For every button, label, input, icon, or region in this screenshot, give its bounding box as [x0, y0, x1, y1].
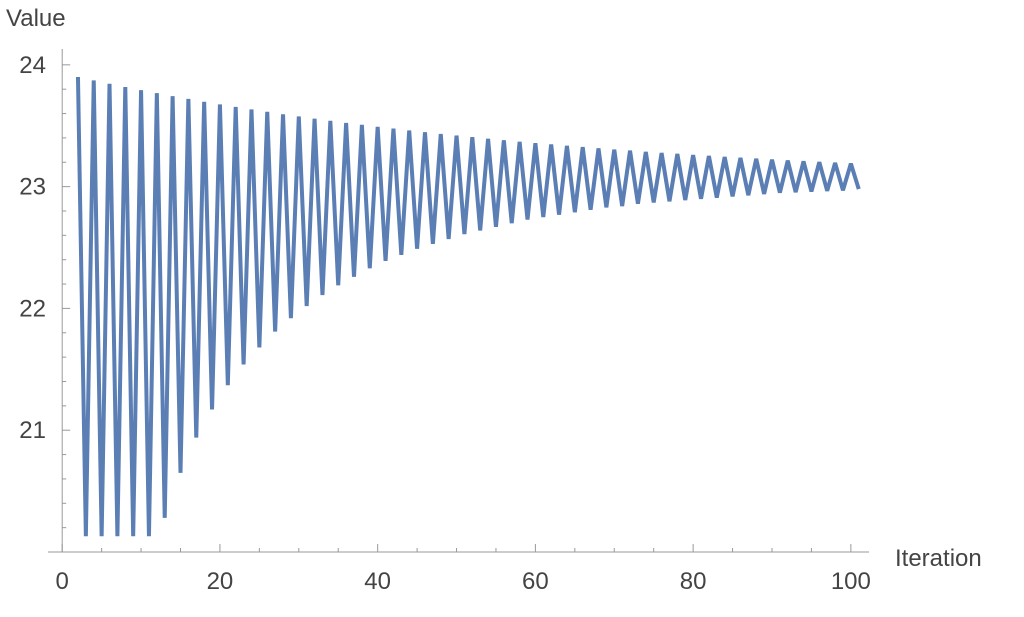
y-tick-label: 22: [19, 295, 46, 322]
y-axis-label: Value: [6, 5, 66, 32]
series-line: [75, 76, 861, 537]
y-tick-label: 21: [19, 417, 46, 444]
x-tick-label: 40: [364, 568, 391, 595]
x-tick-label: 100: [831, 568, 871, 595]
x-axis-label: Iteration: [895, 545, 982, 572]
x-tick-label: 60: [522, 568, 549, 595]
x-tick-label: 20: [207, 568, 234, 595]
y-tick-label: 24: [19, 52, 46, 79]
x-tick-label: 0: [56, 568, 69, 595]
x-tick-label: 80: [680, 568, 707, 595]
y-tick-label: 23: [19, 174, 46, 201]
